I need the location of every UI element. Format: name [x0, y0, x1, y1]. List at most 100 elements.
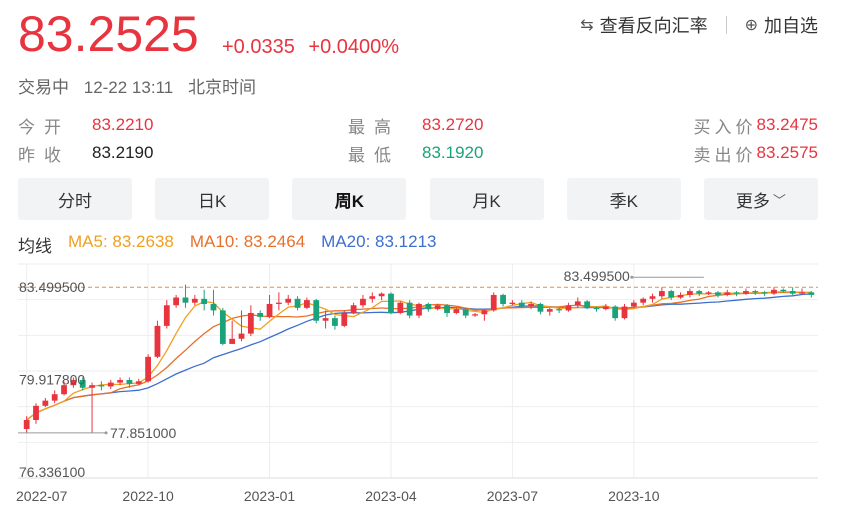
candle-body: [509, 302, 516, 304]
x-axis-label: 2022-10: [122, 488, 174, 504]
high-label: 最高: [348, 117, 400, 137]
status-time: 12-22 13:11: [83, 78, 174, 97]
quote-col-3: 买入价 83.2475 卖出价 83.2575: [694, 111, 818, 167]
min-annotation-label: 77.851000: [110, 425, 176, 441]
tab-monthly-k[interactable]: 月K: [429, 178, 544, 220]
quote-col-2: 最高 83.2720 最低 83.1920: [348, 111, 483, 167]
candle-body: [537, 303, 544, 312]
y-axis-label: 83.499500: [19, 279, 85, 295]
candle-body: [416, 303, 422, 316]
candle-body: [528, 303, 534, 307]
add-watchlist-button[interactable]: ⊕ 加自选: [745, 12, 818, 38]
tab-intraday[interactable]: 分时: [18, 178, 132, 220]
plus-circle-icon: ⊕: [744, 17, 758, 34]
candle-body: [322, 318, 329, 321]
candle-body: [640, 298, 647, 303]
legend-title: 均线: [18, 237, 52, 256]
candle-body: [453, 309, 460, 313]
candle-body: [686, 291, 693, 295]
candle-body: [574, 301, 581, 306]
trade-status: 交易中 12-22 13:11 北京时间: [18, 73, 266, 98]
candle-body: [275, 302, 282, 304]
candle-body: [668, 291, 675, 298]
candle-body: [304, 300, 310, 308]
bid-value: 83.2475: [756, 115, 818, 134]
max-annotation-dot: [630, 275, 634, 279]
reverse-rate-link[interactable]: ⇆ 查看反向汇率: [580, 12, 707, 38]
candle-body: [743, 291, 749, 294]
quote-col-1: 今开 83.2210 昨收 83.2190: [18, 111, 153, 167]
candle-body: [350, 305, 357, 313]
candle-body: [294, 298, 301, 308]
candle-body: [593, 307, 600, 310]
candle-body: [771, 289, 777, 294]
min-annotation-dot: [104, 431, 108, 435]
candle-body: [229, 338, 236, 344]
candle-body: [649, 296, 656, 299]
candle-body: [135, 381, 142, 384]
period-tabs: 分时 日K 周K 月K 季K 更多 ﹀: [18, 178, 818, 220]
candle-body: [98, 385, 105, 387]
legend-ma20: MA20: 83.1213: [321, 232, 437, 251]
candle-body: [612, 306, 619, 319]
candle-body: [285, 298, 292, 303]
tab-daily-k[interactable]: 日K: [155, 178, 270, 220]
swap-icon: ⇆: [580, 17, 594, 34]
candle-body: [434, 305, 441, 310]
tab-label: 分时: [58, 191, 92, 211]
ma-legend: 均线 MA5: 83.2638 MA10: 83.2464 MA20: 83.1…: [18, 232, 452, 257]
change-value: +0.0335: [222, 36, 295, 58]
candle-body: [341, 312, 348, 326]
current-price: 83.2525: [18, 6, 199, 62]
open-value: 83.2210: [92, 115, 154, 134]
candle-body: [173, 297, 180, 306]
candle-body: [51, 394, 58, 401]
candle-body: [219, 310, 226, 344]
candle-body: [23, 419, 30, 430]
candle-body: [621, 306, 628, 319]
candle-body: [705, 292, 712, 294]
open-label: 今开: [18, 117, 70, 137]
candle-body: [602, 306, 609, 310]
x-axis-label: 2022-07: [16, 488, 68, 504]
candle-body: [752, 291, 759, 293]
candle-body: [799, 292, 805, 294]
candle-body: [257, 312, 264, 317]
candle-body: [378, 293, 385, 297]
low-label: 最低: [348, 145, 400, 165]
candle-body: [658, 291, 665, 297]
header-actions: ⇆ 查看反向汇率 ⊕ 加自选: [580, 12, 818, 38]
kline-chart[interactable]: 83.499500 79.917800 76.336100 83.499500 77.8…: [0, 256, 844, 517]
candle-body: [490, 294, 497, 311]
tab-label: 季K: [609, 191, 638, 211]
candle-body: [500, 294, 506, 304]
candle-body: [481, 310, 488, 315]
candle-body: [33, 405, 39, 420]
candle-body: [677, 294, 684, 298]
candle-body: [210, 303, 217, 311]
candle-body: [117, 380, 123, 383]
tab-more[interactable]: 更多 ﹀: [703, 178, 818, 220]
ask-value: 83.2575: [756, 143, 818, 162]
candle-body: [556, 309, 563, 311]
candle-body: [565, 305, 572, 311]
tab-label: 更多: [735, 191, 770, 211]
tab-weekly-k[interactable]: 周K: [292, 178, 407, 220]
divider: [725, 16, 727, 34]
candle-body: [369, 296, 376, 299]
status-text: 交易中: [18, 78, 69, 97]
candle-body: [42, 400, 49, 406]
x-axis-label: 2023-10: [608, 488, 660, 504]
candle-body: [107, 382, 114, 387]
candle-body: [724, 292, 731, 295]
candle-body: [191, 298, 198, 303]
candle-body: [89, 385, 95, 388]
candle-body: [715, 292, 721, 295]
tab-quarterly-k[interactable]: 季K: [566, 178, 681, 220]
tab-label: 周K: [334, 191, 365, 211]
candle-body: [696, 291, 703, 294]
candle-body: [780, 289, 787, 292]
candle-body: [630, 302, 637, 307]
tab-label: 日K: [198, 191, 227, 211]
reverse-rate-label: 查看反向汇率: [599, 16, 708, 36]
